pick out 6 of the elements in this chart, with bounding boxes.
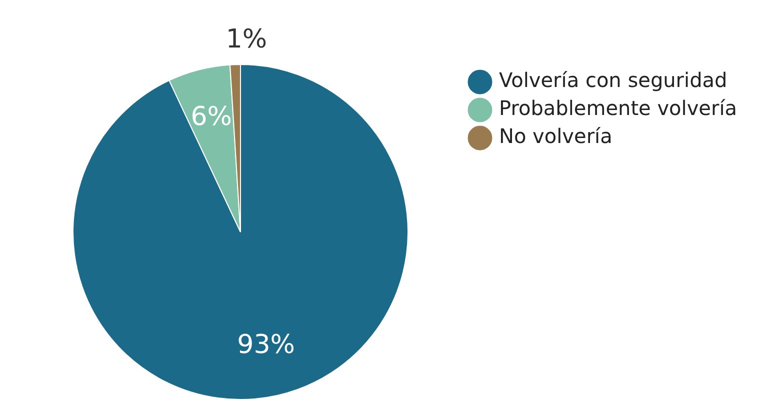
data-label: 6% [190,102,232,132]
legend-label: Probablemente volvería [498,96,738,120]
legend-label: Volvería con seguridad [498,68,728,92]
legend-label: No volvería [498,124,612,148]
data-label: 93% [237,330,295,360]
data-label: 1% [226,24,268,54]
